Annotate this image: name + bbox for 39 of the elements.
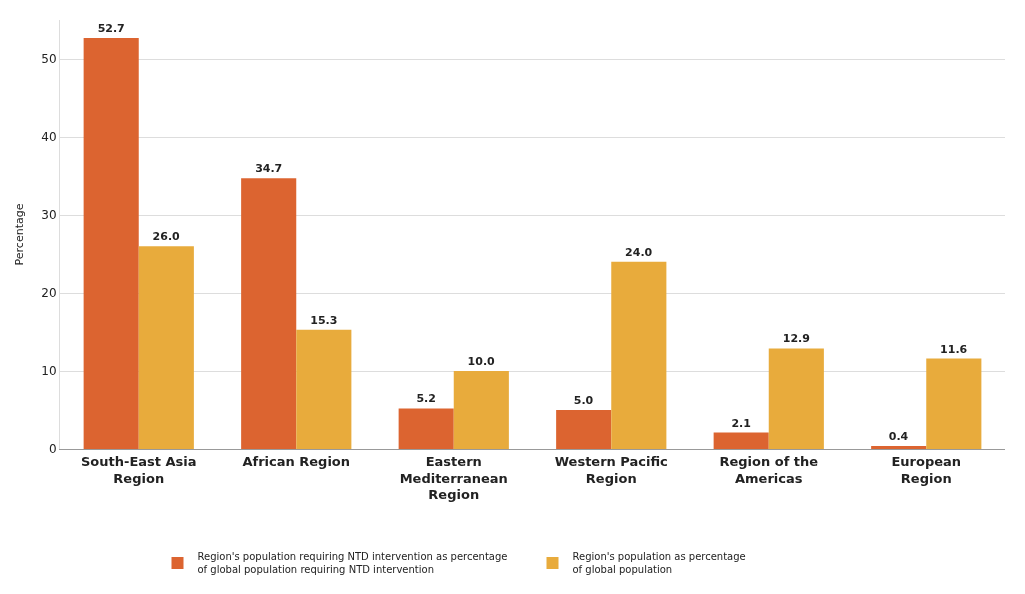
data-label: 15.3 — [310, 313, 338, 327]
bar — [556, 410, 612, 449]
x-tick-label: European Region — [891, 453, 962, 486]
y-tick-label: 30 — [41, 208, 57, 223]
data-label: 0.4 — [888, 429, 909, 443]
bar — [926, 358, 982, 449]
bar — [871, 445, 927, 449]
data-label: 24.0 — [625, 245, 653, 259]
y-tick-label: 20 — [41, 286, 57, 301]
data-label: 5.2 — [416, 392, 436, 406]
y-tick-label: 10 — [41, 364, 57, 379]
bar — [611, 261, 667, 449]
data-label: 5.0 — [573, 394, 594, 407]
bar — [138, 246, 194, 449]
bar — [768, 348, 824, 449]
legend-label: Region's population as percentage of global population — [572, 551, 746, 576]
bar — [713, 432, 769, 449]
y-tick-label: 50 — [41, 52, 57, 67]
bar — [296, 329, 352, 449]
data-label: 52.7 — [97, 21, 125, 35]
x-tick-label: Western Pacific Region — [554, 453, 668, 486]
y-tick-label: 0 — [48, 442, 57, 457]
x-tick-label: South-East Asia Region — [80, 453, 197, 486]
bar — [83, 37, 139, 449]
x-tick-label: Eastern Mediterranean Region — [399, 453, 508, 503]
x-tick-label: Region of the Americas — [719, 453, 819, 486]
data-label: 2.1 — [731, 416, 751, 430]
y-axis-title: Percentage — [12, 203, 26, 266]
data-label: 11.6 — [940, 342, 968, 356]
y-tick-label: 40 — [41, 130, 57, 145]
legend-label: Region's population requiring NTD intervention as percentage of global population requiring NTD intervention — [197, 551, 508, 576]
data-label: 34.7 — [255, 162, 283, 176]
bar — [241, 178, 297, 449]
bar — [453, 371, 509, 449]
data-label: 26.0 — [152, 230, 181, 244]
data-label: 12.9 — [782, 332, 810, 346]
bar — [398, 408, 454, 449]
x-tick-label: African Region — [242, 453, 351, 469]
data-label: 10.0 — [467, 355, 496, 368]
